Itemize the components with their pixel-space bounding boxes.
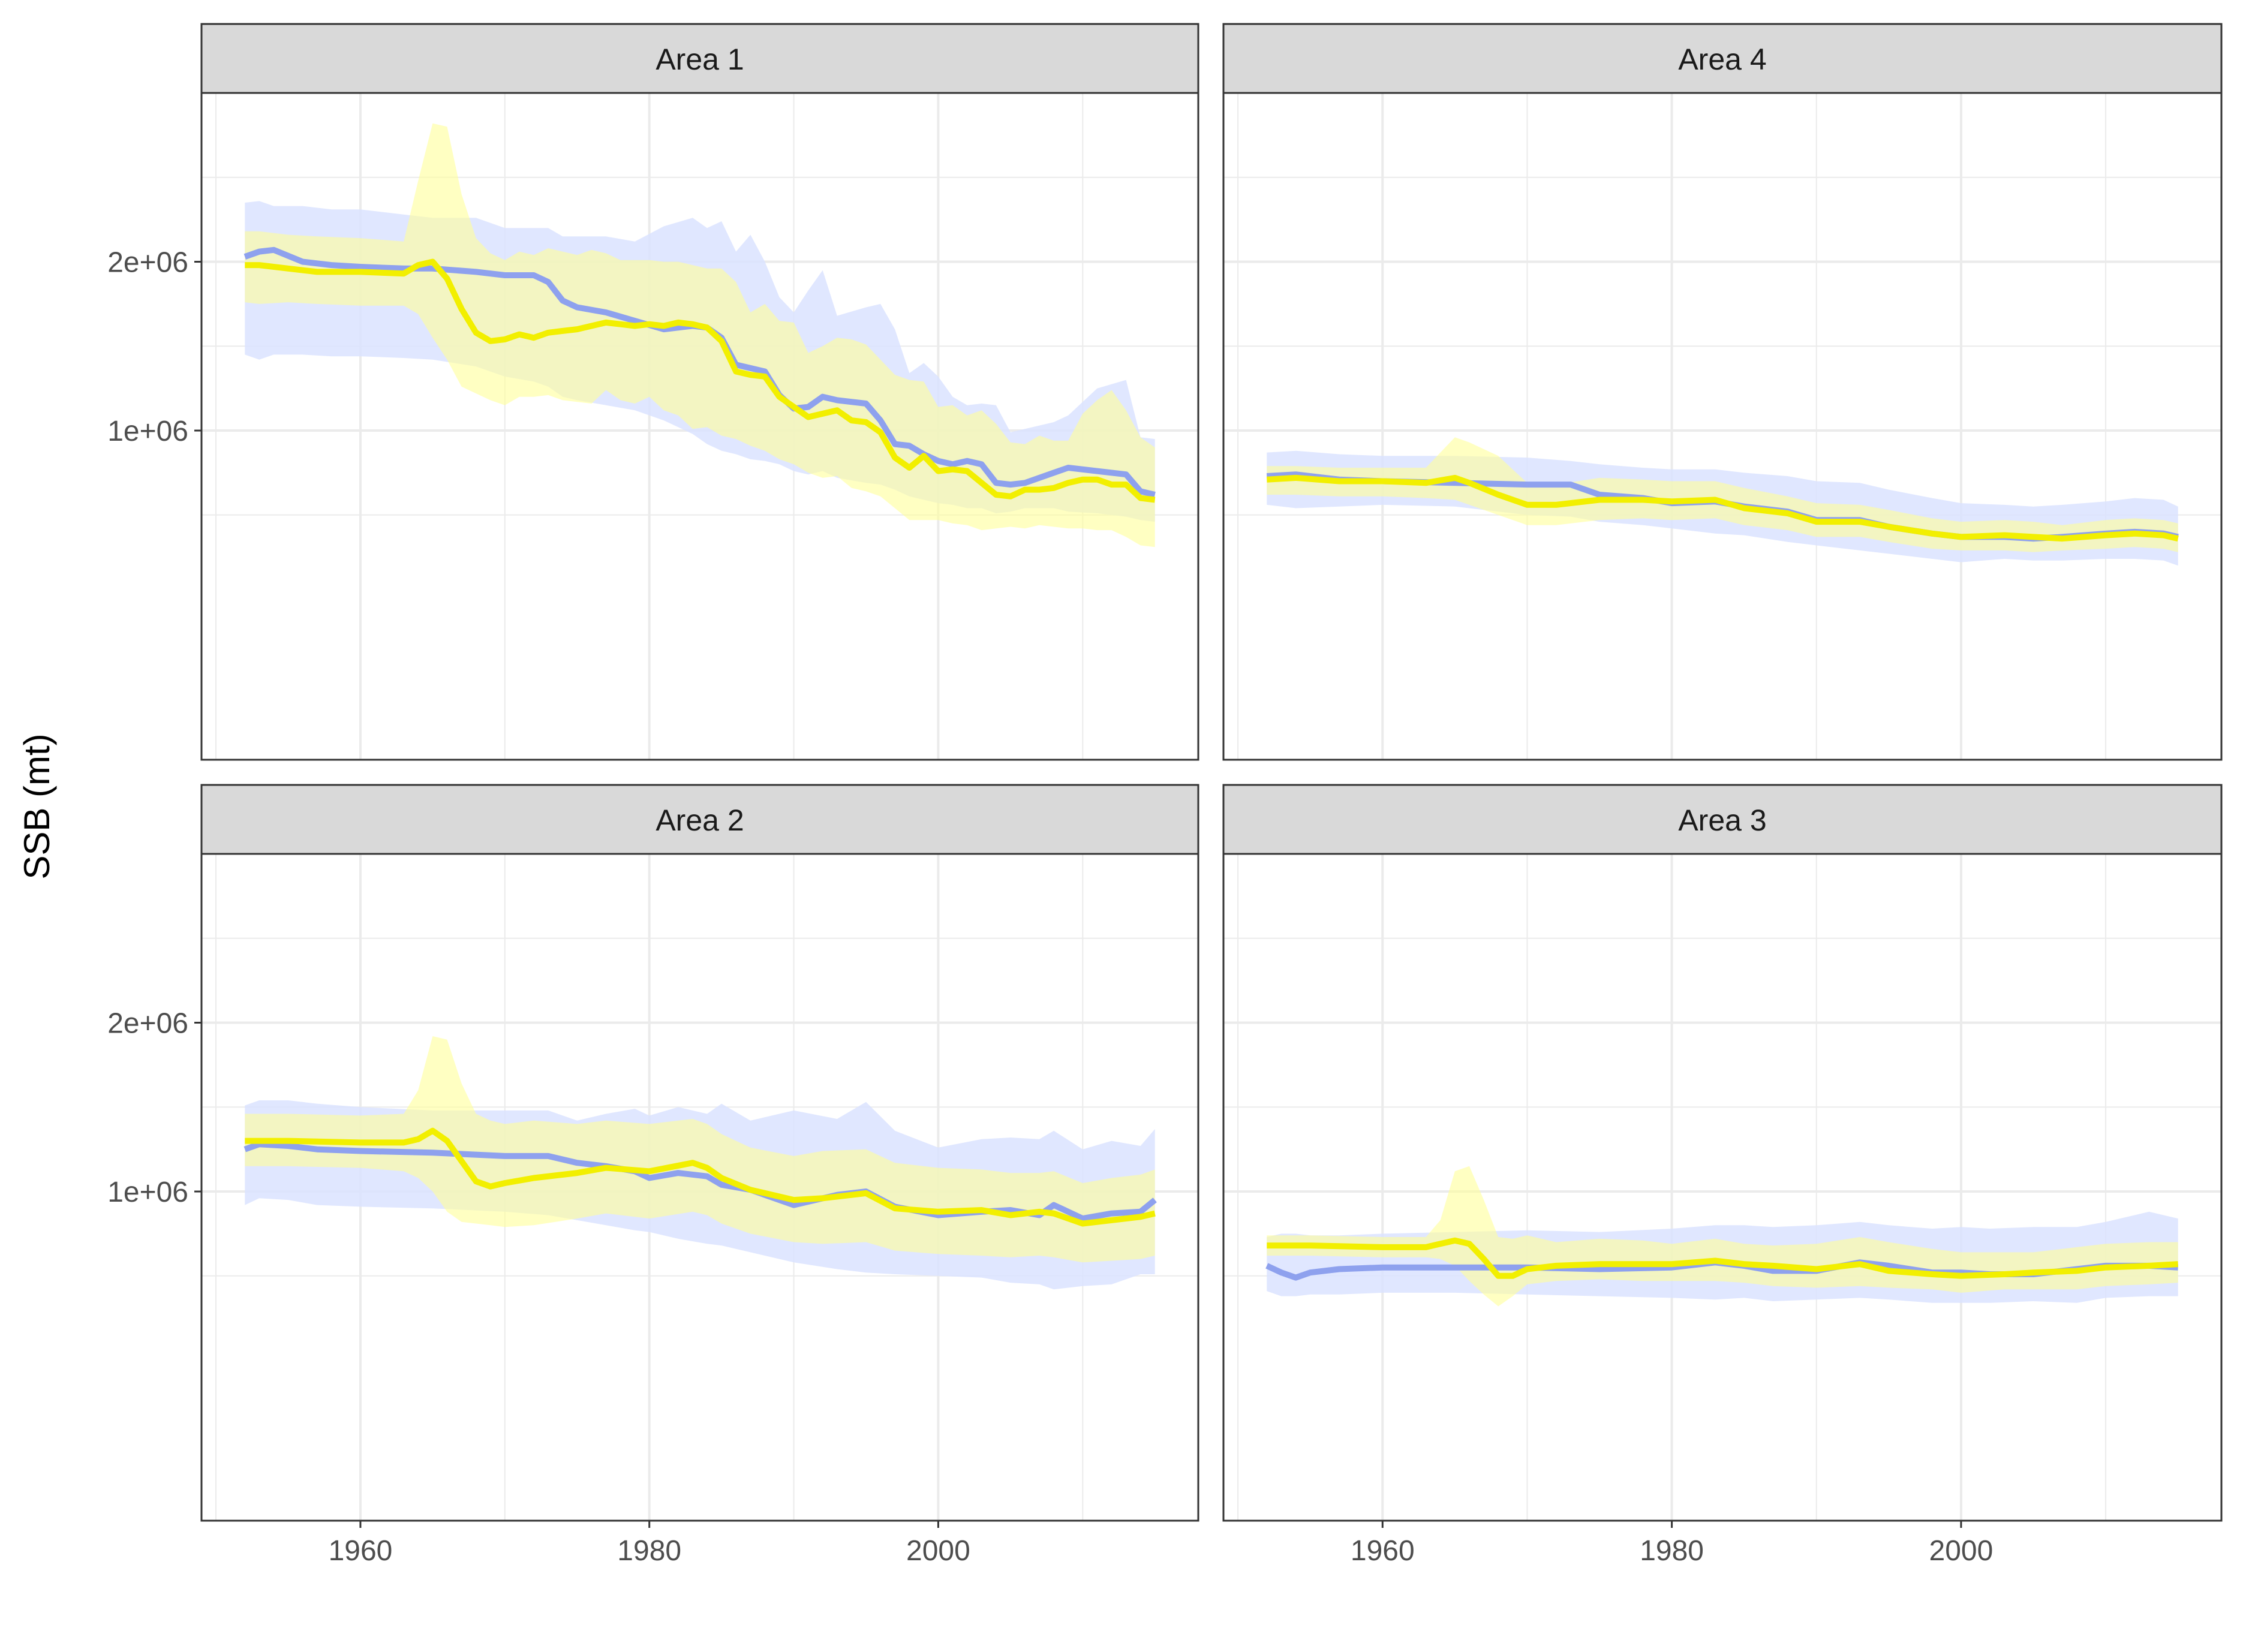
panel-background	[1223, 93, 2221, 760]
strip-area-1	[200, 23, 1199, 94]
line-series-b	[1267, 1237, 2178, 1279]
panel-area-4: Area 4	[1222, 23, 2223, 761]
strip-area-2	[200, 784, 1199, 855]
band-series-b	[245, 123, 1155, 547]
x-tick-label: 2000	[906, 1535, 970, 1567]
panel-border	[1222, 853, 2223, 1522]
line-series-b	[245, 258, 1156, 503]
line-series-b	[1267, 474, 2179, 542]
band-series-b	[1267, 437, 2178, 552]
y-axis-title: SSB (mt)	[17, 733, 57, 879]
strip-area-4	[1222, 23, 2223, 94]
x-tick-label: 1980	[1640, 1535, 1704, 1567]
panels-container: Area 1 1e+06 2e+06 Area 4 Area 2 1e+06 2e+06 19…	[107, 23, 2223, 1567]
x-tick-label: 2000	[1929, 1535, 1994, 1567]
y-tick-label: 1e+06	[107, 416, 188, 447]
panel-border	[200, 92, 1199, 761]
strip-label: Area 2	[656, 804, 744, 837]
panel-area-3: Area 3 1960 1980 2000	[1222, 784, 2223, 1567]
strip-label: Area 3	[1678, 804, 1766, 837]
panel-border	[200, 853, 1199, 1522]
strip-area-3	[1222, 784, 2223, 855]
strip-label: Area 4	[1678, 43, 1766, 76]
x-tick-label: 1960	[329, 1535, 393, 1567]
y-tick-label: 1e+06	[107, 1176, 188, 1208]
panel-background	[1223, 854, 2221, 1521]
y-tick-label: 2e+06	[107, 247, 188, 279]
strip-label: Area 1	[656, 43, 744, 76]
panel-area-1: Area 1 1e+06 2e+06	[107, 23, 1199, 761]
panel-border	[1222, 92, 2223, 761]
x-tick-label: 1980	[617, 1535, 681, 1567]
line-series-b	[245, 1127, 1156, 1227]
y-tick-label: 2e+06	[107, 1008, 188, 1040]
panel-area-2: Area 2 1e+06 2e+06 1960 1980 2000	[107, 784, 1199, 1567]
band-series-b	[245, 1036, 1155, 1263]
x-tick-label: 1960	[1351, 1535, 1415, 1567]
